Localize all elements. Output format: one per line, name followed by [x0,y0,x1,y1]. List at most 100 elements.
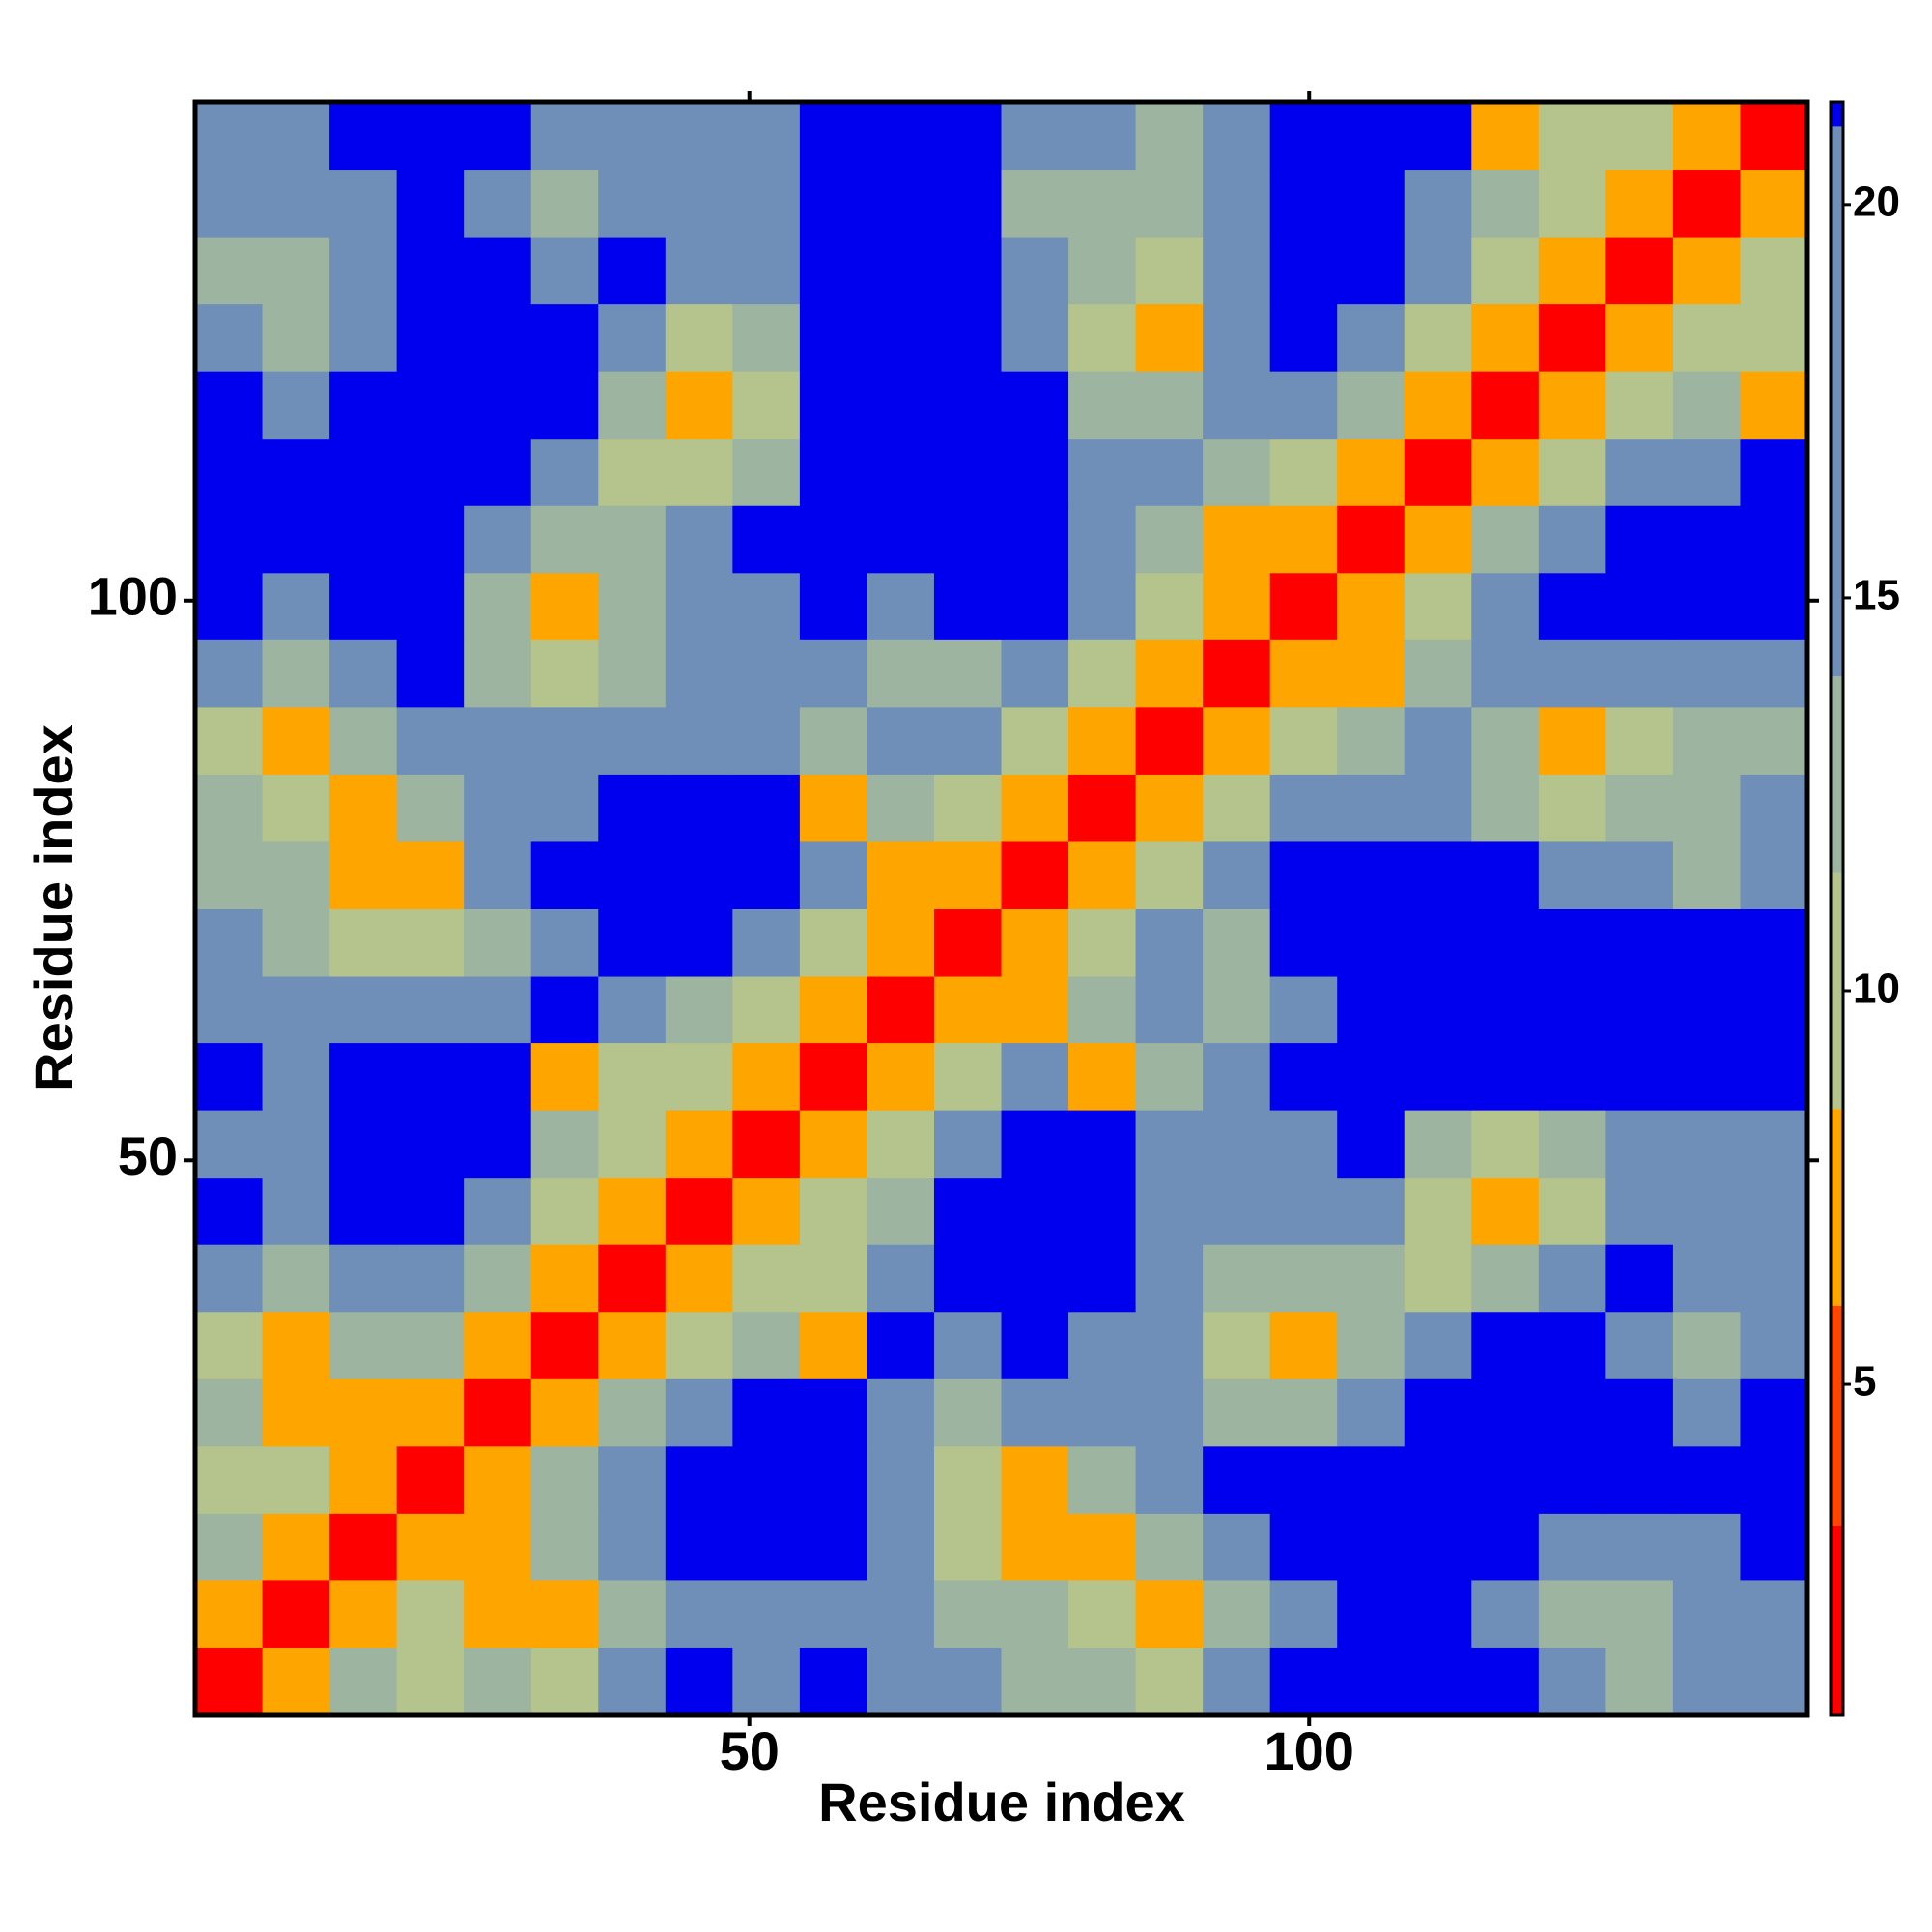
heatmap-cell [933,639,1002,708]
heatmap-cell [732,1311,801,1379]
heatmap-cell [396,639,465,708]
heatmap-cell [1337,572,1406,640]
heatmap-cell [1672,1579,1741,1648]
heatmap-cell [1203,1110,1271,1179]
heatmap-cell [1672,102,1741,171]
heatmap-cell [1740,976,1808,1044]
heatmap-cell [262,169,330,238]
heatmap-cell [665,1579,733,1648]
heatmap-cell [1740,102,1808,171]
heatmap-cell [867,840,935,909]
heatmap-cell [1337,505,1406,574]
heatmap-cell [1269,572,1338,640]
heatmap-cell [1203,1177,1271,1245]
heatmap-cell [1740,639,1808,708]
heatmap-cell [1337,1513,1406,1581]
heatmap-cell [1471,1177,1540,1245]
heatmap-cell [1740,1110,1808,1179]
heatmap-cell [1404,639,1472,708]
heatmap-cell [1135,438,1204,506]
heatmap-cell [598,371,667,440]
heatmap-cell [262,237,330,305]
heatmap-cell [195,1110,264,1179]
heatmap-cell [1068,438,1137,506]
heatmap-cell [665,908,733,977]
heatmap-cell [1068,908,1137,977]
heatmap-cell [329,908,398,977]
heatmap-cell [1471,1042,1540,1111]
heatmap-cell [799,1579,867,1648]
heatmap-cell [396,371,465,440]
heatmap-cell [867,1378,935,1447]
heatmap-cell [396,1244,465,1313]
heatmap-cell [1269,1042,1338,1111]
heatmap-cell [396,1110,465,1179]
heatmap-cell [598,1579,667,1648]
heatmap-cell [1471,706,1540,775]
heatmap-cell [1337,706,1406,775]
heatmap-cell [867,169,935,238]
heatmap-cell [396,840,465,909]
heatmap-cell [530,438,599,506]
heatmap-cell [732,774,801,842]
heatmap-cell [933,1311,1002,1379]
heatmap-cell [262,1579,330,1648]
heatmap-cell [1471,1579,1540,1648]
heatmap-cell [933,908,1002,977]
heatmap-cell [329,102,398,171]
heatmap-cell [1605,1445,1674,1514]
heatmap-cell [598,1110,667,1179]
heatmap-cell [1001,908,1069,977]
heatmap-cell [665,1445,733,1514]
heatmap-cell [1740,1378,1808,1447]
heatmap-cell [1740,1579,1808,1648]
heatmap-cell [665,1177,733,1245]
heatmap-cell [799,1445,867,1514]
heatmap-cell [1001,1647,1069,1716]
heatmap-cell [1203,572,1271,640]
heatmap-cell [732,976,801,1044]
heatmap-cell [1538,1244,1606,1313]
heatmap-cell [530,1647,599,1716]
heatmap-cell [1001,706,1069,775]
heatmap-cell [262,706,330,775]
heatmap-cell [1740,505,1808,574]
heatmap-cell [1269,102,1338,171]
heatmap-cell [1001,840,1069,909]
heatmap-cell [1135,976,1204,1044]
heatmap-cell [1605,840,1674,909]
heatmap-cell [195,1513,264,1581]
heatmap-cell [1538,1445,1606,1514]
colorbar-tick-label: 5 [1853,1358,1876,1406]
heatmap-cell [1269,371,1338,440]
heatmap-cell [1203,639,1271,708]
heatmap-cell [464,1647,532,1716]
heatmap-cell [1269,908,1338,977]
heatmap-cell [464,371,532,440]
heatmap-cell [867,1513,935,1581]
heatmap-cell [1471,505,1540,574]
heatmap-cell [1740,774,1808,842]
heatmap-cell [530,102,599,171]
heatmap-cell [1203,976,1271,1044]
heatmap-cell [1605,639,1674,708]
heatmap-cell [464,438,532,506]
heatmap-cell [396,976,465,1044]
heatmap-cell [1337,438,1406,506]
heatmap-cell [1135,1445,1204,1514]
heatmap-cell [1672,706,1741,775]
heatmap-cell [1740,1647,1808,1716]
heatmap-cell [933,438,1002,506]
heatmap-cell [1672,1177,1741,1245]
heatmap-cell [598,1378,667,1447]
heatmap-cell [1404,371,1472,440]
heatmap-cell [799,976,867,1044]
heatmap-cell [464,639,532,708]
x-tick-label: 100 [1264,1720,1354,1781]
heatmap-cell [1471,774,1540,842]
heatmap-cell [867,774,935,842]
heatmap-cell [665,774,733,842]
heatmap-cell [329,1378,398,1447]
heatmap-cell [195,1177,264,1245]
heatmap-cell [262,505,330,574]
